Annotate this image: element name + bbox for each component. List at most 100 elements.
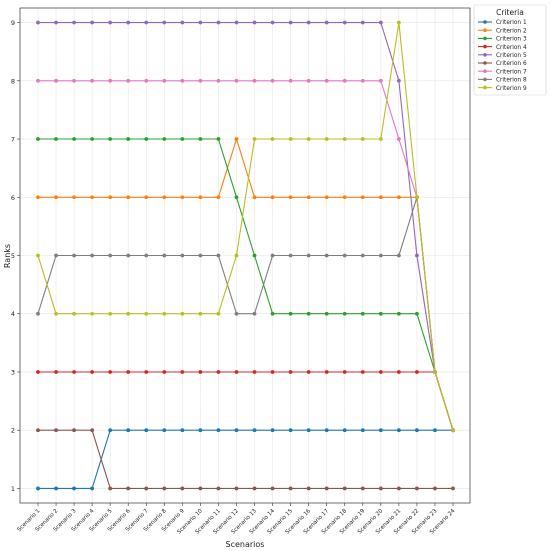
data-point: [54, 428, 58, 433]
series-line: [38, 429, 453, 489]
series-line: [38, 138, 454, 431]
series-line: [37, 22, 454, 431]
data-point: [126, 195, 131, 200]
legend-item: Criterion 2: [478, 28, 527, 34]
data-point: [108, 195, 113, 200]
y-tick-label: 6: [11, 194, 15, 202]
legend-frame: [473, 4, 547, 96]
data-point: [306, 253, 311, 258]
data-point: [180, 20, 185, 25]
data-point: [396, 137, 401, 141]
data-point: [360, 137, 365, 141]
data-point: [54, 78, 58, 83]
data-point: [360, 370, 365, 374]
data-point: [36, 20, 40, 25]
data-point: [360, 428, 365, 433]
data-point: [288, 20, 293, 25]
data-point: [162, 137, 167, 141]
data-point: [108, 78, 113, 83]
data-point: [144, 20, 149, 25]
y-tick-label: 7: [11, 136, 15, 144]
data-point: [36, 428, 40, 433]
data-point: [162, 428, 167, 433]
data-point: [72, 78, 76, 83]
data-point: [180, 253, 185, 258]
data-point: [108, 311, 113, 316]
legend-item: Criterion 6: [478, 61, 527, 67]
series-line: [38, 371, 454, 431]
legend-label: Criterion 4: [496, 45, 527, 51]
y-tick-label: 4: [11, 310, 15, 318]
series-line: [38, 22, 454, 431]
data-point: [36, 137, 40, 141]
data-point: [360, 78, 365, 83]
data-point: [396, 195, 401, 200]
data-point: [90, 311, 95, 316]
series-5: [36, 20, 455, 433]
data-point: [324, 311, 329, 316]
data-point: [126, 137, 131, 141]
data-point: [162, 370, 167, 374]
legend-swatch-marker: [483, 44, 487, 49]
data-point: [198, 195, 203, 200]
data-point: [198, 78, 203, 83]
data-point: [306, 370, 311, 374]
data-point: [144, 486, 149, 491]
data-point: [108, 137, 113, 141]
legend-label: Criterion 6: [496, 61, 527, 67]
data-point: [90, 253, 95, 258]
legend-label: Criterion 5: [496, 53, 527, 59]
data-point: [252, 195, 257, 200]
data-point: [378, 486, 383, 491]
series-line: [38, 429, 453, 489]
data-point: [198, 311, 203, 316]
data-point: [270, 253, 275, 258]
data-point: [378, 20, 383, 25]
legend-swatch-marker: [483, 61, 487, 65]
data-point: [270, 78, 275, 83]
data-point: [252, 428, 257, 433]
data-point: [288, 78, 293, 83]
x-axis-label: Scenarios: [226, 540, 265, 549]
data-point: [396, 253, 401, 258]
data-point: [216, 78, 221, 83]
data-point: [433, 428, 437, 433]
data-point: [252, 370, 257, 374]
y-tick-label: 1: [11, 485, 15, 493]
data-point: [216, 311, 221, 316]
data-point: [306, 137, 311, 141]
data-point: [234, 486, 239, 491]
data-point: [360, 195, 365, 200]
data-point: [433, 486, 437, 491]
data-point: [306, 20, 311, 25]
data-point: [342, 20, 347, 25]
data-point: [90, 370, 95, 374]
data-point: [342, 428, 347, 433]
data-point: [180, 78, 185, 83]
legend-label: Criterion 7: [496, 69, 527, 75]
data-point: [415, 311, 419, 316]
legend-swatch-marker: [483, 69, 487, 73]
data-point: [415, 370, 419, 374]
data-point: [216, 486, 221, 491]
data-point: [378, 428, 383, 433]
data-point: [72, 370, 76, 374]
legend-label: Criterion 8: [496, 78, 527, 84]
data-point: [90, 20, 95, 25]
legend-label: Criterion 2: [496, 28, 527, 34]
data-point: [252, 311, 257, 316]
data-point: [415, 253, 419, 258]
data-point: [198, 486, 203, 491]
data-point: [90, 486, 95, 491]
legend-label: Criterion 3: [496, 37, 527, 43]
data-point: [270, 428, 275, 433]
data-point: [162, 311, 167, 316]
data-point: [126, 20, 131, 25]
data-point: [234, 195, 239, 200]
legend-item: Criterion 4: [478, 44, 527, 51]
data-point: [198, 428, 203, 433]
data-point: [324, 78, 329, 83]
series-line: [37, 197, 454, 431]
data-point: [90, 428, 95, 433]
